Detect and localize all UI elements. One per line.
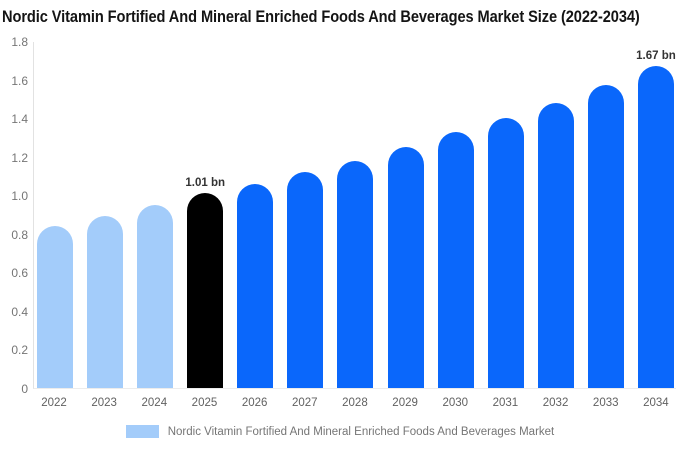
x-tick-label-2023: 2023 xyxy=(91,397,117,409)
bar-2022[interactable] xyxy=(37,226,73,388)
bar-2034[interactable] xyxy=(637,66,674,388)
bar-value-label-2034: 1.67 bn xyxy=(636,50,676,63)
bar-slot xyxy=(587,85,624,388)
x-tick-label-2029: 2029 xyxy=(392,397,418,409)
y-tick-label: 1.8 xyxy=(11,35,28,49)
bar-2031[interactable] xyxy=(487,118,524,388)
bar-2025[interactable] xyxy=(187,193,224,388)
x-tick-label-2028: 2028 xyxy=(342,397,368,409)
x-tick-label-2032: 2032 xyxy=(542,397,569,409)
bar-slot xyxy=(337,160,374,388)
bar-2027[interactable] xyxy=(287,172,324,388)
x-tick-label-2030: 2030 xyxy=(442,397,469,409)
bar-2030[interactable] xyxy=(437,131,474,388)
y-tick-label: 0.4 xyxy=(11,304,28,319)
bar-2028[interactable] xyxy=(337,160,374,388)
y-tick-label: 1.0 xyxy=(11,189,28,204)
y-tick-label: 1.6 xyxy=(11,73,28,88)
x-tick-label-2022: 2022 xyxy=(41,397,67,409)
bar-slot xyxy=(287,172,324,388)
bar-slot xyxy=(537,102,574,388)
x-tick-label-2031: 2031 xyxy=(492,397,519,409)
bar-2023[interactable] xyxy=(87,216,124,388)
x-tick-label-2027: 2027 xyxy=(291,397,318,409)
bar-slot: 1.67 bn xyxy=(636,50,676,388)
bar-slot xyxy=(37,226,73,388)
y-tick-label: 0 xyxy=(21,382,28,396)
x-axis: 2022 2023 2024 2025 2026 2027 2028 2029 2030 2031… xyxy=(33,397,676,409)
y-tick-label: 1.4 xyxy=(11,112,28,127)
x-tick-label-2033: 2033 xyxy=(592,397,619,409)
legend-swatch xyxy=(125,425,159,438)
bar-2029[interactable] xyxy=(387,147,424,388)
chart-title: Nordic Vitamin Fortified And Mineral Enr… xyxy=(2,7,640,26)
bar-2032[interactable] xyxy=(537,102,574,388)
x-tick-label-2026: 2026 xyxy=(241,397,268,409)
bar-slot xyxy=(87,216,124,388)
y-tick-label: 0.8 xyxy=(11,227,28,242)
bar-slot: 1.01 bn xyxy=(185,177,225,388)
bar-slot xyxy=(437,131,474,388)
bar-2024[interactable] xyxy=(137,204,174,388)
plot-area: 1.01 bn 1.67 bn xyxy=(33,42,676,389)
bars: 1.01 bn 1.67 bn xyxy=(34,42,676,388)
legend-label: Nordic Vitamin Fortified And Mineral Enr… xyxy=(167,425,555,438)
bar-slot xyxy=(387,147,424,388)
bar-slot xyxy=(137,204,174,388)
y-tick-label: 1.2 xyxy=(11,150,28,165)
x-tick-label-2024: 2024 xyxy=(141,397,168,409)
bar-value-label-2025: 1.01 bn xyxy=(185,177,226,190)
y-tick-label: 0.2 xyxy=(11,343,28,358)
bar-2026[interactable] xyxy=(237,183,274,388)
bar-slot xyxy=(487,118,524,388)
bar-2033[interactable] xyxy=(587,85,624,388)
bar-slot xyxy=(237,183,274,388)
x-tick-label-2025: 2025 xyxy=(191,397,218,409)
legend-item[interactable]: Nordic Vitamin Fortified And Mineral Enr… xyxy=(0,425,680,438)
x-tick-label-2034: 2034 xyxy=(643,397,669,409)
y-tick-label: 0.6 xyxy=(11,266,28,281)
